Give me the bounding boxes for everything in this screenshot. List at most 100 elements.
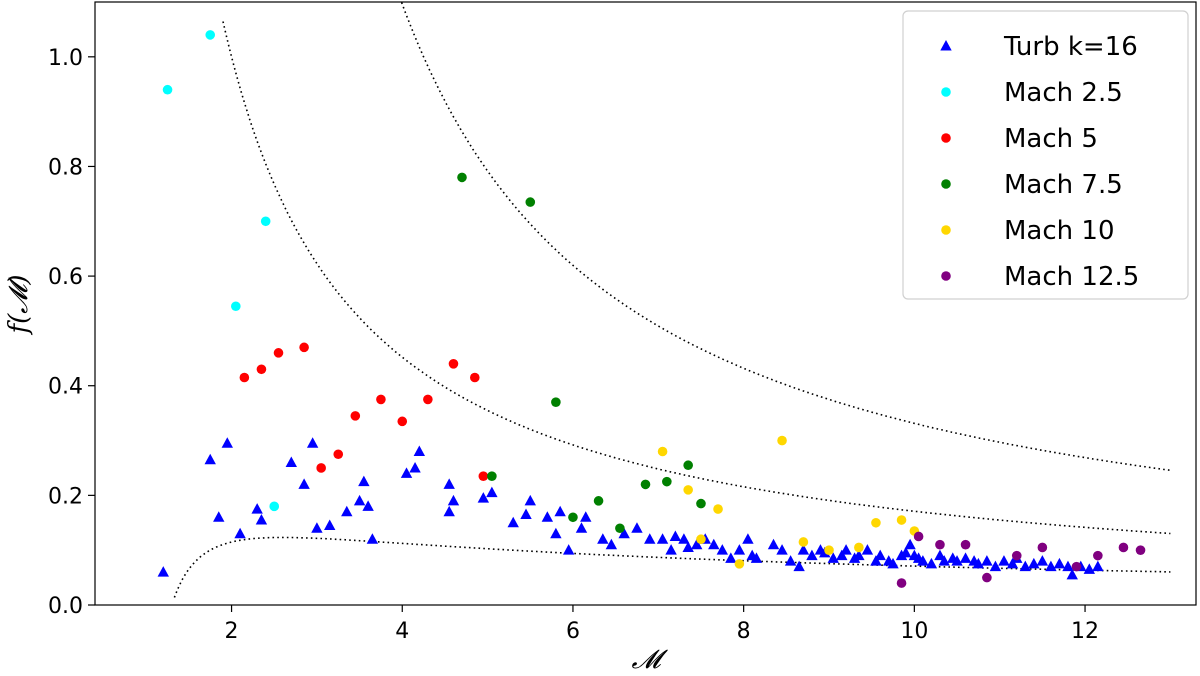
data-point-triangle — [562, 544, 575, 555]
y-axis-label: f(𝓜) — [4, 274, 34, 335]
data-point-circle — [1011, 550, 1022, 561]
data-point-circle — [640, 479, 651, 490]
data-point-circle — [256, 364, 267, 375]
legend: Turb k=16 Mach 2.5 Mach 5 Mach 7.5 Mach 10 Ma… — [902, 10, 1189, 300]
data-point-circle — [615, 523, 625, 534]
data-point-triangle — [981, 555, 993, 566]
data-point-triangle — [938, 555, 950, 566]
data-point-triangle — [358, 475, 370, 487]
legend-box — [902, 10, 1189, 300]
data-point-triangle — [1036, 555, 1049, 566]
data-point-triangle — [618, 527, 630, 539]
data-point-circle — [777, 435, 787, 446]
data-point-triangle — [221, 437, 233, 448]
data-point-triangle — [575, 522, 588, 533]
axis-ticks: 2 4 6 8 10 12 0.0 0.2 0.4 0.6 0.8 1.0 — [48, 46, 1099, 644]
data-point-triangle — [1019, 560, 1032, 572]
data-point-circle — [1135, 545, 1146, 555]
data-point-circle — [487, 471, 497, 481]
data-point-circle — [1037, 542, 1048, 553]
data-point-triangle — [827, 552, 839, 563]
data-point-triangle — [972, 557, 985, 569]
data-point-triangle — [204, 453, 216, 465]
data-point-triangle — [669, 530, 682, 541]
data-point-circle — [683, 485, 693, 495]
data-point-triangle — [733, 544, 746, 555]
data-point-circle — [1071, 561, 1082, 572]
legend-label: Mach 2.5 — [1004, 78, 1123, 108]
plot-frame — [94, 1, 1197, 606]
x-tick-label: 6 — [566, 619, 580, 644]
data-point-circle — [960, 539, 971, 550]
data-point-triangle — [605, 538, 618, 550]
data-point-triangle — [644, 533, 656, 544]
y-tick-label: 0.6 — [48, 265, 83, 290]
data-point-triangle — [806, 549, 818, 561]
data-point-circle — [299, 342, 309, 353]
data-point-triangle — [507, 516, 519, 528]
legend-label: Mach 5 — [1004, 124, 1098, 154]
data-point-triangle — [797, 544, 810, 555]
data-point-circle — [713, 504, 723, 514]
data-point-triangle — [362, 500, 374, 511]
data-point-triangle — [682, 541, 694, 552]
reference-curve — [173, 536, 1171, 598]
data-point-circle — [696, 534, 706, 545]
data-point-triangle — [366, 533, 379, 544]
legend-label: Mach 7.5 — [1004, 170, 1123, 200]
data-point-circle — [478, 471, 489, 481]
data-point-circle — [1118, 542, 1129, 553]
x-tick-label: 8 — [737, 619, 751, 644]
data-point-triangle — [443, 478, 455, 489]
data-point-triangle — [691, 538, 703, 550]
data-point-circle — [333, 449, 344, 460]
data-point-triangle — [443, 505, 455, 517]
y-tick-label: 1.0 — [48, 46, 83, 71]
data-point-triangle — [742, 533, 754, 544]
data-point-triangle — [836, 549, 848, 561]
data-point-triangle — [665, 544, 677, 555]
data-point-circle — [162, 84, 173, 95]
data-point-circle — [205, 30, 216, 40]
data-point-triangle — [959, 552, 972, 563]
data-point-circle — [913, 531, 924, 542]
data-point-triangle — [580, 511, 592, 522]
legend-marker-circle — [941, 179, 951, 189]
data-point-triangle — [413, 445, 426, 457]
legend-marker-circle — [941, 271, 951, 281]
reference-curves — [173, 0, 1171, 598]
y-tick-label: 0.2 — [48, 484, 83, 509]
data-point-triangle — [1053, 557, 1066, 569]
data-point-triangle — [870, 555, 882, 566]
data-point-triangle — [1028, 557, 1040, 569]
data-point-triangle — [934, 549, 946, 561]
data-point-triangle — [554, 505, 566, 517]
legend-label: Turb k=16 — [1003, 32, 1138, 62]
data-points — [157, 30, 1146, 588]
data-point-circle — [734, 559, 745, 569]
legend-label: Mach 12.5 — [1004, 262, 1139, 292]
data-point-triangle — [1006, 557, 1019, 569]
data-point-circle — [593, 496, 604, 506]
data-point-triangle — [725, 552, 737, 563]
legend-marker-circle — [941, 225, 951, 235]
data-point-circle — [525, 197, 536, 207]
data-point-circle — [871, 517, 881, 528]
data-point-triangle — [306, 437, 319, 448]
data-point-triangle — [840, 544, 852, 555]
data-point-triangle — [708, 538, 720, 550]
data-point-triangle — [900, 546, 912, 558]
data-point-triangle — [409, 461, 421, 473]
x-tick-label: 10 — [900, 619, 928, 644]
data-point-circle — [896, 515, 907, 525]
data-point-triangle — [298, 478, 310, 489]
data-point-triangle — [400, 467, 413, 478]
data-point-triangle — [904, 538, 916, 550]
data-point-triangle — [234, 527, 246, 539]
x-tick-label: 4 — [395, 619, 409, 644]
data-point-triangle — [1092, 560, 1104, 572]
data-point-triangle — [853, 549, 865, 561]
data-point-triangle — [251, 503, 263, 514]
data-point-triangle — [524, 494, 536, 506]
data-point-circle — [448, 359, 459, 369]
